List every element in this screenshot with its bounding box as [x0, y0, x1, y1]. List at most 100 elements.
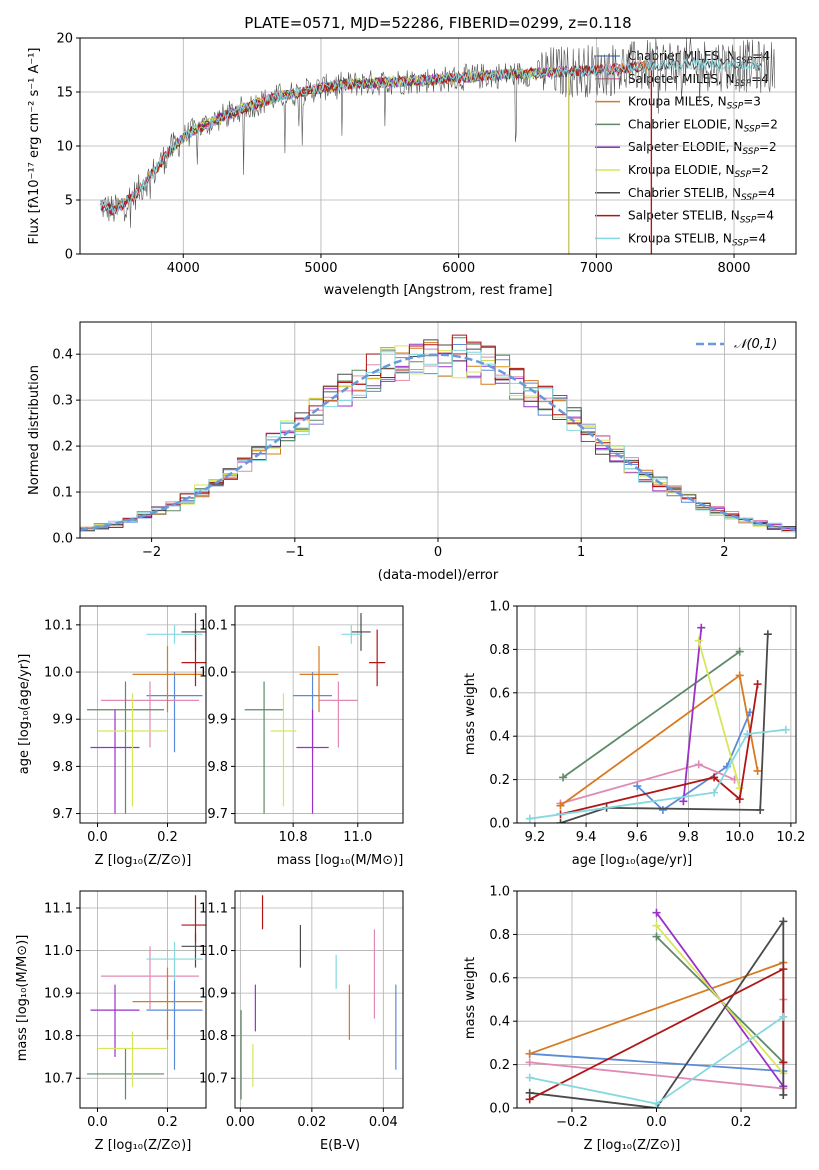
weight-line — [560, 683, 759, 816]
axes-frame: −0.2 0.0 0.2 0.0 0.2 0.4 0.6 0.8 1.0 — [489, 885, 797, 1130]
x-tick-label: 9.4 — [576, 830, 597, 845]
salpeter-elodie-weight-series — [679, 623, 706, 806]
weightAge-xlabel: age [log₁₀(age/yr)] — [572, 853, 693, 868]
plot-area — [87, 613, 206, 814]
weight-marker — [753, 680, 762, 689]
spectrum-ylabel: Flux [fλ10⁻¹⁷ erg cm⁻² s⁻¹ A⁻¹] — [27, 48, 42, 245]
weight-marker — [525, 1049, 534, 1058]
plot-area — [525, 623, 790, 823]
x-tick-label: 2 — [720, 545, 728, 560]
y-tick-label: 9.9 — [207, 713, 228, 728]
y-tick-label: 0.1 — [52, 486, 73, 501]
weight-marker — [779, 965, 788, 974]
x-tick-label: 0.2 — [157, 830, 178, 845]
weight-vs-age-panel: 9.2 9.4 9.6 9.8 10.0 10.2 0.0 0.2 0.4 0.6 0.8 1.0 — [489, 600, 805, 846]
kroupa-stelib-legend-label: Kroupa STELIB, NSSP=4 — [628, 231, 766, 248]
plot-area — [80, 334, 796, 533]
x-tick-label: 0.04 — [369, 1115, 398, 1130]
y-tick-label: 10.0 — [44, 666, 73, 681]
salpeter-stelib-weight-series — [525, 965, 788, 1104]
weight-marker — [556, 801, 565, 810]
weight-line — [529, 728, 786, 820]
weight-marker — [779, 1012, 788, 1021]
salpeter-miles-errorbar — [319, 681, 358, 748]
salpeter-elodie-errorbar — [90, 984, 140, 1057]
spectrum-xlabel: wavelength [Angstrom, rest frame] — [324, 283, 553, 298]
chabrier-stelib-errorbar — [351, 613, 371, 651]
weightAge-ylabel: mass weight — [463, 673, 478, 755]
weight-marker — [735, 795, 744, 804]
x-tick-label: −2 — [142, 545, 161, 560]
x-tick-label: 0.2 — [157, 1115, 178, 1130]
weight-line — [529, 1052, 784, 1072]
plot-area — [240, 895, 397, 1100]
axes-frame: 9.2 9.4 9.6 9.8 10.0 10.2 0.0 0.2 0.4 0.6 0.8 1.0 — [489, 600, 805, 846]
mass-vs-metallicity-panel: 0.0 0.2 10.7 10.8 10.9 11.0 11.1 — [44, 890, 207, 1130]
weight-line — [655, 925, 784, 1074]
kroupa-elodie-errorbar — [97, 1031, 168, 1087]
salpeter-elodie-legend-label: Salpeter ELODIE, NSSP=2 — [628, 140, 777, 157]
salpeter-stelib-errorbar — [181, 629, 206, 687]
weight-line — [682, 627, 703, 802]
y-tick-label: 0.2 — [489, 773, 510, 788]
kroupa-miles-errorbar — [132, 967, 203, 1040]
y-tick-label: 1.0 — [489, 600, 510, 615]
weight-marker — [556, 819, 565, 823]
x-tick-label: 0.0 — [87, 830, 108, 845]
weight-marker — [735, 647, 744, 656]
weight-marker — [652, 921, 661, 930]
y-tick-label: 0.2 — [489, 1058, 510, 1073]
y-tick-label: 0 — [65, 248, 73, 263]
x-tick-label: 1 — [577, 545, 585, 560]
plot-area — [525, 908, 788, 1108]
y-tick-label: 0.6 — [489, 686, 510, 701]
residual-ylabel: Normed distribution — [27, 365, 42, 495]
x-tick-label: 10.0 — [725, 830, 754, 845]
y-tick-label: 10.8 — [199, 1029, 228, 1044]
y-tick-label: 10.1 — [44, 618, 73, 633]
y-tick-label: 0.8 — [489, 643, 510, 658]
axes-box — [79, 890, 207, 1109]
weight-line — [636, 711, 751, 812]
y-tick-label: 11.1 — [199, 902, 228, 917]
weight-marker — [652, 932, 661, 941]
x-tick-label: 11.0 — [343, 830, 372, 845]
salpeter-miles-errorbar — [101, 946, 199, 1011]
weight-marker — [559, 773, 568, 782]
x-tick-label: 0.02 — [297, 1115, 326, 1130]
weight-marker — [763, 630, 772, 639]
x-tick-label: 10.2 — [776, 830, 805, 845]
salpeter-elodie-errorbar — [296, 709, 329, 814]
y-tick-label: 11.1 — [44, 902, 73, 917]
x-tick-label: 5000 — [304, 261, 337, 276]
x-tick-label: 0 — [434, 545, 442, 560]
chabrier-miles-errorbar — [146, 980, 203, 1070]
y-tick-label: 10.9 — [199, 987, 228, 1002]
weight-marker — [779, 917, 788, 926]
y-tick-label: 10.9 — [44, 987, 73, 1002]
weight-marker — [679, 797, 688, 806]
chabrier-elodie-errorbar — [244, 681, 284, 814]
x-tick-label: 0.00 — [226, 1115, 255, 1130]
weight-marker — [743, 730, 752, 739]
normal-legend-label: 𝒩(0,1) — [734, 337, 777, 352]
kroupa-stelib-errorbar — [146, 942, 203, 981]
y-tick-label: 0.2 — [52, 440, 73, 455]
axes-frame: 0.0 0.2 10.7 10.8 10.9 11.0 11.1 — [44, 890, 207, 1130]
weight-marker — [735, 784, 744, 793]
y-tick-label: 10.7 — [44, 1072, 73, 1087]
plot-area — [87, 895, 206, 1100]
y-tick-label: 10.1 — [199, 618, 228, 633]
axes-frame: −2 −1 0 1 2 0.0 0.1 0.2 0.3 0.4 — [52, 321, 797, 560]
weight-marker — [525, 814, 534, 823]
y-tick-label: 9.7 — [52, 807, 73, 822]
y-tick-label: 0.4 — [489, 730, 510, 745]
y-tick-label: 5 — [65, 194, 73, 209]
y-tick-label: 10.8 — [44, 1029, 73, 1044]
y-tick-label: 10.7 — [199, 1072, 228, 1087]
age-vs-metallicity-panel: 0.0 0.2 9.7 9.8 9.9 10.0 10.1 — [44, 605, 207, 845]
spectrum-panel: PLATE=0571, MJD=52286, FIBERID=0299, z=0… — [27, 14, 797, 298]
mass-vs-ebv-panel: 0.00 0.02 0.04 10.7 10.8 10.9 11.0 11.1 — [199, 890, 404, 1130]
y-tick-label: 0.8 — [489, 928, 510, 943]
kroupa-elodie-errorbar — [270, 693, 297, 807]
